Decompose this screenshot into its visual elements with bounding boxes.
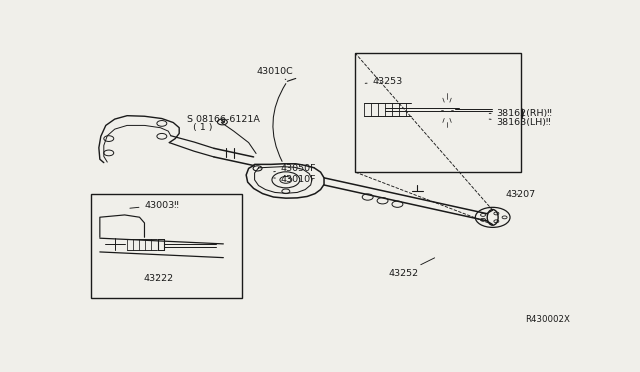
Bar xyxy=(91,193,242,298)
Text: 43252: 43252 xyxy=(388,258,435,278)
Text: S 08166-6121A: S 08166-6121A xyxy=(187,115,259,124)
Text: 38162(RH)‼: 38162(RH)‼ xyxy=(489,109,552,118)
Text: 43050F: 43050F xyxy=(274,164,316,173)
Circle shape xyxy=(253,166,262,171)
Text: 38163(LH)‼: 38163(LH)‼ xyxy=(489,118,551,127)
Text: R430002X: R430002X xyxy=(525,315,570,324)
Bar xyxy=(355,53,522,172)
Text: 43010F: 43010F xyxy=(274,175,316,184)
Text: 43222: 43222 xyxy=(143,273,173,283)
Text: ( 1 ): ( 1 ) xyxy=(193,123,212,132)
Text: 43010C: 43010C xyxy=(256,67,293,80)
Text: 43207: 43207 xyxy=(506,190,536,199)
Text: S: S xyxy=(220,119,225,125)
Text: 43003‼: 43003‼ xyxy=(130,201,179,209)
Text: 43253: 43253 xyxy=(365,77,403,86)
